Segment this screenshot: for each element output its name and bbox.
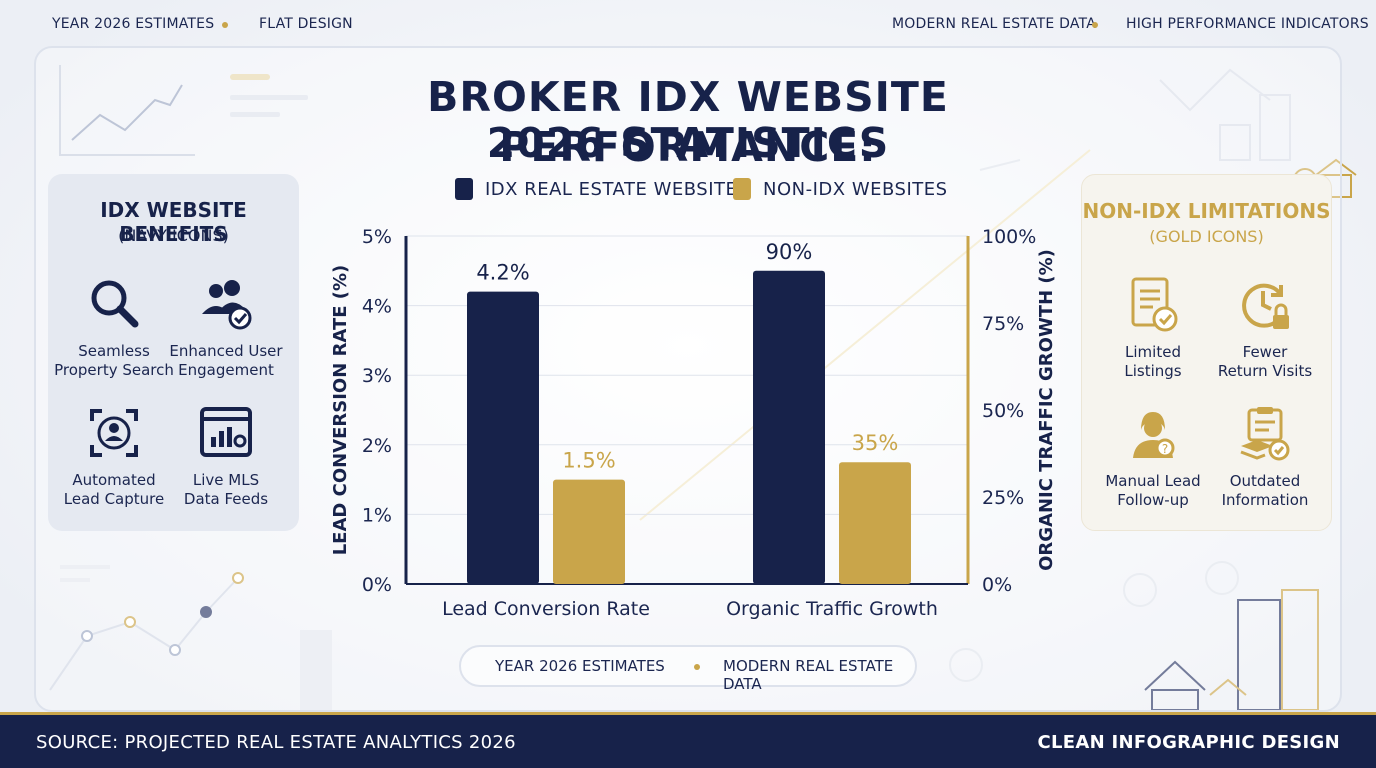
limitation-label: Limited Listings: [1124, 343, 1182, 380]
data-label: 90%: [766, 240, 813, 264]
benefit-label: Seamless Property Search: [54, 342, 174, 379]
top-bar: YEAR 2026 ESTIMATES FLAT DESIGN MODERN R…: [0, 0, 1376, 48]
design-credit: CLEAN INFOGRAPHIC DESIGN: [1037, 732, 1340, 753]
limitation-manual-follow-up: ? Manual Lead Follow-up: [1093, 404, 1213, 510]
decor-trend-icon: [49, 572, 244, 691]
left-tick-label: 4%: [362, 296, 392, 318]
bar-chart: 0% 1% 2% 3% 4% 5% 0% 25% 50% 75% 100% LEAD CONVERSI…: [330, 226, 1057, 620]
page-title-line2: 2026 STATISTICS: [486, 119, 890, 167]
right-tick-label: 0%: [982, 574, 1012, 596]
users-check-icon: [202, 280, 252, 330]
limitation-label: Fewer Return Visits: [1217, 343, 1313, 380]
bar-non-idx: [839, 462, 911, 584]
benefits-title: IDX WEBSITE BENEFITS: [100, 198, 247, 246]
right-tick-label: 25%: [982, 487, 1024, 509]
browser-chart-icon: [200, 407, 252, 457]
legend-item-idx: IDX REAL ESTATE WEBSITES: [455, 178, 749, 200]
checklist-icon: [1131, 277, 1178, 332]
benefit-label: Live MLS Data Feeds: [183, 471, 269, 508]
bar-idx: [753, 270, 825, 584]
decor-line-chart-icon: [59, 65, 195, 156]
data-label: 4.2%: [476, 261, 529, 285]
limitation-return-visits: Fewer Return Visits: [1205, 275, 1325, 381]
limitation-outdated-info: Outdated Information: [1205, 404, 1325, 510]
top-tag-estimates: YEAR 2026 ESTIMATES: [52, 16, 215, 32]
bar-non-idx: [553, 479, 625, 584]
legend-label-non-idx: NON-IDX WEBSITES: [763, 178, 948, 200]
lead-capture-icon: [90, 409, 138, 457]
top-tag-performance: HIGH PERFORMANCE INDICATORS: [1126, 16, 1369, 32]
decor-buildings-icon: [1159, 68, 1291, 161]
benefit-mls-feeds: Live MLS Data Feeds: [166, 403, 286, 509]
legend-swatch-gold: [733, 178, 751, 200]
separator-dot: [1092, 22, 1098, 28]
category-label: Organic Traffic Growth: [726, 598, 938, 620]
legend-label-idx: IDX REAL ESTATE WEBSITES: [485, 178, 750, 200]
right-tick-label: 75%: [982, 313, 1024, 335]
top-tag-modern-data: MODERN REAL ESTATE DATA: [892, 16, 1096, 32]
clock-lock-icon: [1242, 283, 1289, 329]
limitations-title: NON-IDX LIMITATIONS: [1082, 199, 1331, 223]
source-text: SOURCE: PROJECTED REAL ESTATE ANALYTICS …: [36, 732, 516, 753]
benefit-user-engagement: Enhanced User Engagement: [166, 274, 286, 380]
benefits-panel: IDX WEBSITE BENEFITS (NAVY ICONS) Seamle…: [48, 174, 299, 531]
left-axis-title: LEAD CONVERSION RATE (%): [330, 265, 351, 556]
limitation-label: Outdated Information: [1221, 472, 1309, 509]
limitations-subtitle: (GOLD ICONS): [1149, 227, 1264, 246]
limitation-limited-listings: Limited Listings: [1093, 275, 1213, 381]
bottom-bar: SOURCE: PROJECTED REAL ESTATE ANALYTICS …: [0, 712, 1376, 768]
separator-dot: [222, 22, 228, 28]
left-tick-label: 5%: [362, 226, 392, 248]
clipboard-stack-icon: [1240, 407, 1290, 461]
benefit-property-search: Seamless Property Search: [54, 274, 174, 380]
right-axis-title: ORGANIC TRAFFIC GROWTH (%): [1036, 249, 1057, 571]
data-label: 35%: [852, 431, 899, 455]
top-tag-flat-design: FLAT DESIGN: [259, 16, 353, 32]
legend-swatch-navy: [455, 178, 473, 200]
data-label: 1.5%: [562, 449, 615, 473]
svg-text:?: ?: [1162, 442, 1168, 456]
left-tick-label: 2%: [362, 435, 392, 457]
right-tick-label: 100%: [982, 226, 1036, 248]
category-label: Lead Conversion Rate: [442, 598, 650, 620]
left-tick-label: 0%: [362, 574, 392, 596]
benefits-subtitle: (NAVY ICONS): [118, 226, 229, 245]
pill-tag-modern-data: MODERN REAL ESTATE DATA: [723, 657, 894, 693]
agent-question-icon: ?: [1133, 412, 1175, 458]
benefit-label: Enhanced User Engagement: [169, 342, 283, 379]
limitation-label: Manual Lead Follow-up: [1105, 472, 1201, 509]
left-tick-label: 1%: [362, 504, 392, 526]
page-title-line1: BROKER IDX WEBSITE PERFORMANCE:: [427, 73, 949, 171]
footer-pill: YEAR 2026 ESTIMATES MODERN REAL ESTATE D…: [459, 645, 917, 693]
benefit-lead-capture: Automated Lead Capture: [54, 403, 174, 509]
magnifier-icon: [91, 280, 139, 328]
benefit-label: Automated Lead Capture: [63, 471, 165, 508]
limitations-panel: NON-IDX LIMITATIONS (GOLD ICONS) Limited…: [1081, 174, 1332, 531]
left-tick-label: 3%: [362, 365, 392, 387]
pill-tag-estimates: YEAR 2026 ESTIMATES: [495, 657, 665, 675]
legend-item-non-idx: NON-IDX WEBSITES: [733, 178, 948, 200]
right-tick-label: 50%: [982, 400, 1024, 422]
bar-idx: [467, 291, 539, 584]
separator-dot: [694, 664, 700, 670]
